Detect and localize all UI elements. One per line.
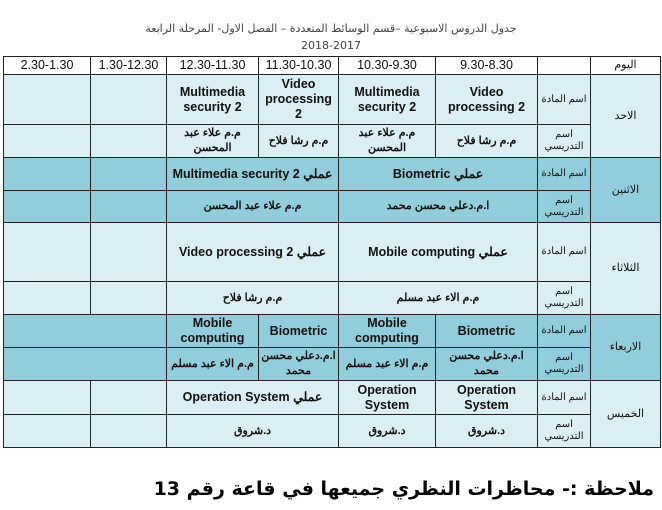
academic-year: 2018-2017 bbox=[301, 39, 361, 52]
subject-cell bbox=[90, 157, 167, 191]
teacher-label: اسم التدريسي bbox=[537, 414, 591, 448]
subject-label: اسم المادة bbox=[537, 74, 591, 125]
subject-cell bbox=[3, 314, 167, 348]
subject-cell: عملي Biometric bbox=[338, 157, 538, 191]
table-row: اسم التدريسي ا.م.دعلي محسن محمد م.م علاء… bbox=[3, 190, 661, 223]
teacher-cell: م.م الاء عبد مسلم bbox=[338, 281, 538, 315]
teacher-cell bbox=[90, 124, 167, 158]
subject-cell bbox=[3, 157, 91, 191]
schedule-title: جدول الدروس الاسبوعية –قسم الوسائط المتع… bbox=[145, 22, 517, 35]
teacher-cell bbox=[90, 281, 167, 315]
subject-cell: Multimedia security 2 bbox=[166, 74, 259, 125]
subject-cell: Operation System bbox=[435, 380, 538, 415]
teacher-label: اسم التدريسي bbox=[537, 347, 591, 381]
teacher-label: اسم التدريسي bbox=[537, 190, 591, 223]
subject-cell: عملي Video processing 2 bbox=[166, 222, 339, 282]
table-row: اسم التدريسي ا.م.دعلي محسن محمد م.م الاء… bbox=[3, 347, 661, 381]
teacher-cell: م.م علاء عبد المحسن bbox=[166, 124, 259, 158]
teacher-cell: م.م الاء عبد مسلم bbox=[166, 347, 259, 381]
teacher-cell bbox=[90, 190, 167, 223]
day-name: الخميس bbox=[590, 380, 661, 448]
teacher-cell: م.م الاء عبد مسلم bbox=[338, 347, 436, 381]
header-time: 1.30-12.30 bbox=[90, 56, 167, 75]
subject-cell: عملي Multimedia security 2 bbox=[166, 157, 339, 191]
table-row: الاربعاء اسم المادة Biometric Mobile com… bbox=[3, 314, 661, 381]
subject-cell bbox=[3, 380, 91, 415]
header-time: 10.30-9.30 bbox=[338, 56, 436, 75]
teacher-cell: م.م رشا فلاح bbox=[435, 124, 538, 158]
teacher-cell: د.شروق bbox=[166, 414, 339, 448]
subject-cell bbox=[90, 74, 167, 125]
subject-cell: Multimedia security 2 bbox=[338, 74, 436, 125]
subject-cell bbox=[3, 222, 91, 282]
subject-label: اسم المادة bbox=[537, 222, 591, 282]
subject-label: اسم المادة bbox=[537, 157, 591, 191]
header-row: اليوم 9.30-8.30 10.30-9.30 11.30-10.30 1… bbox=[3, 56, 661, 75]
subject-cell: عملي Operation System bbox=[166, 380, 339, 415]
subject-label: اسم المادة bbox=[537, 314, 591, 348]
teacher-cell bbox=[90, 414, 167, 448]
subject-cell: Video processing 2 bbox=[435, 74, 538, 125]
teacher-cell: م.م رشا فلاح bbox=[166, 281, 339, 315]
subject-cell: عملي Mobile computing bbox=[338, 222, 538, 282]
day-name: الثلاثاء bbox=[590, 222, 661, 315]
teacher-cell bbox=[3, 414, 91, 448]
subject-label: اسم المادة bbox=[537, 380, 591, 415]
subject-cell: Mobile computing bbox=[338, 314, 436, 348]
header-label bbox=[537, 56, 591, 75]
table-row: اسم التدريسي د.شروق د.شروق د.شروق bbox=[3, 414, 661, 448]
header-day: اليوم bbox=[590, 56, 661, 75]
header-time: 2.30-1.30 bbox=[3, 56, 91, 75]
note: ملاحظة :- محاظرات النظري جميعها في قاعة … bbox=[153, 478, 654, 500]
table-row: الخميس اسم المادة Operation System Opera… bbox=[3, 380, 661, 448]
header-time: 12.30-11.30 bbox=[166, 56, 259, 75]
day-name: الاثنين bbox=[590, 157, 661, 223]
teacher-cell: ا.م.دعلي محسن محمد bbox=[338, 190, 538, 223]
subject-cell bbox=[3, 74, 91, 125]
teacher-cell bbox=[3, 281, 91, 315]
table-row: الاحد اسم المادة Video processing 2 Mult… bbox=[3, 74, 661, 158]
subject-cell: Biometric bbox=[435, 314, 538, 348]
table-row: الاثنين اسم المادة عملي Biometric عملي M… bbox=[3, 157, 661, 223]
subject-cell bbox=[90, 222, 167, 282]
day-name: الاربعاء bbox=[590, 314, 661, 381]
teacher-cell bbox=[3, 124, 91, 158]
weekly-schedule-table: اليوم 9.30-8.30 10.30-9.30 11.30-10.30 1… bbox=[3, 56, 661, 448]
subject-cell: Video processing 2 bbox=[258, 74, 339, 125]
table-row: اسم التدريسي م.م الاء عبد مسلم م.م رشا ف… bbox=[3, 281, 661, 315]
teacher-cell: ا.م.دعلي محسن محمد bbox=[258, 347, 339, 381]
teacher-cell: م.م علاء عبد المحسن bbox=[166, 190, 339, 223]
table-row: الثلاثاء اسم المادة عملي Mobile computin… bbox=[3, 222, 661, 315]
teacher-label: اسم التدريسي bbox=[537, 124, 591, 158]
header-time: 11.30-10.30 bbox=[258, 56, 339, 75]
teacher-cell: ا.م.دعلي محسن محمد bbox=[435, 347, 538, 381]
teacher-cell bbox=[3, 347, 167, 381]
teacher-label: اسم التدريسي bbox=[537, 281, 591, 315]
subject-cell: Mobile computing bbox=[166, 314, 259, 348]
teacher-cell: م.م علاء عبد المحسن bbox=[338, 124, 436, 158]
day-name: الاحد bbox=[590, 74, 661, 158]
subject-cell bbox=[90, 380, 167, 415]
header-time: 9.30-8.30 bbox=[435, 56, 538, 75]
teacher-cell bbox=[3, 190, 91, 223]
teacher-cell: د.شروق bbox=[435, 414, 538, 448]
subject-cell: Operation System bbox=[338, 380, 436, 415]
table-row: اسم التدريسي م.م رشا فلاح م.م علاء عبد ا… bbox=[3, 124, 661, 158]
teacher-cell: م.م رشا فلاح bbox=[258, 124, 339, 158]
teacher-cell: د.شروق bbox=[338, 414, 436, 448]
subject-cell: Biometric bbox=[258, 314, 339, 348]
